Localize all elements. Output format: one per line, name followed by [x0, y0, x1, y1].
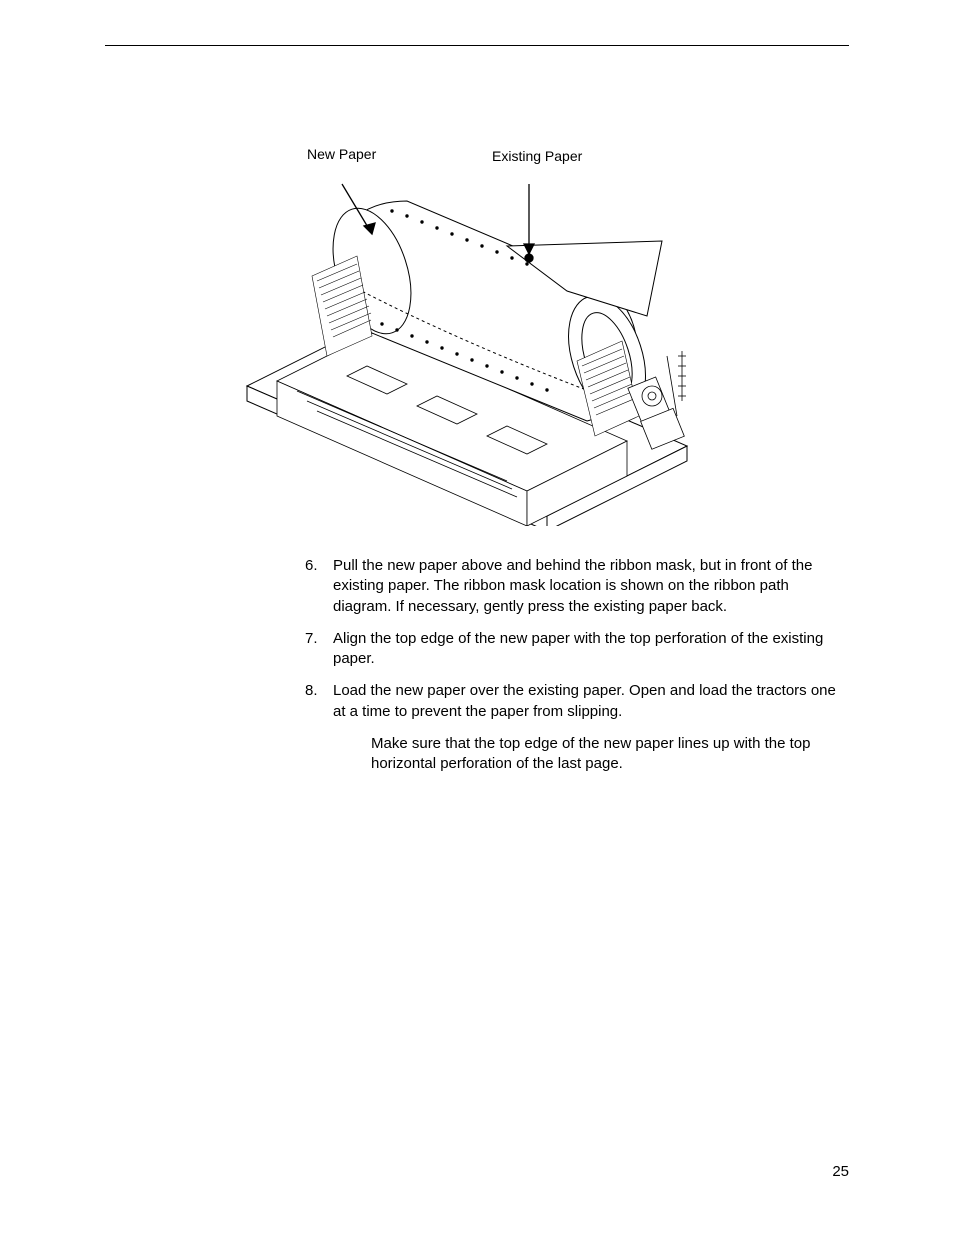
instruction-text: 6. Pull the new paper above and behind t… — [305, 556, 849, 774]
step-6: 6. Pull the new paper above and behind t… — [305, 556, 849, 617]
step-number: 7. — [305, 629, 333, 670]
step-8: 8. Load the new paper over the existing … — [305, 681, 849, 722]
top-rule — [105, 45, 849, 46]
figure-area: New Paper Existing Paper — [207, 146, 747, 516]
note-text: Make sure that the top edge of the new p… — [371, 734, 849, 775]
page-container: New Paper Existing Paper — [0, 0, 954, 1235]
step-number: 8. — [305, 681, 333, 722]
step-7: 7. Align the top edge of the new paper w… — [305, 629, 849, 670]
step-body: Pull the new paper above and behind the … — [333, 556, 849, 617]
printer-diagram-icon — [207, 156, 747, 526]
step-number: 6. — [305, 556, 333, 617]
page-number: 25 — [832, 1163, 849, 1180]
step-body: Load the new paper over the existing pap… — [333, 681, 849, 722]
step-body: Align the top edge of the new paper with… — [333, 629, 849, 670]
